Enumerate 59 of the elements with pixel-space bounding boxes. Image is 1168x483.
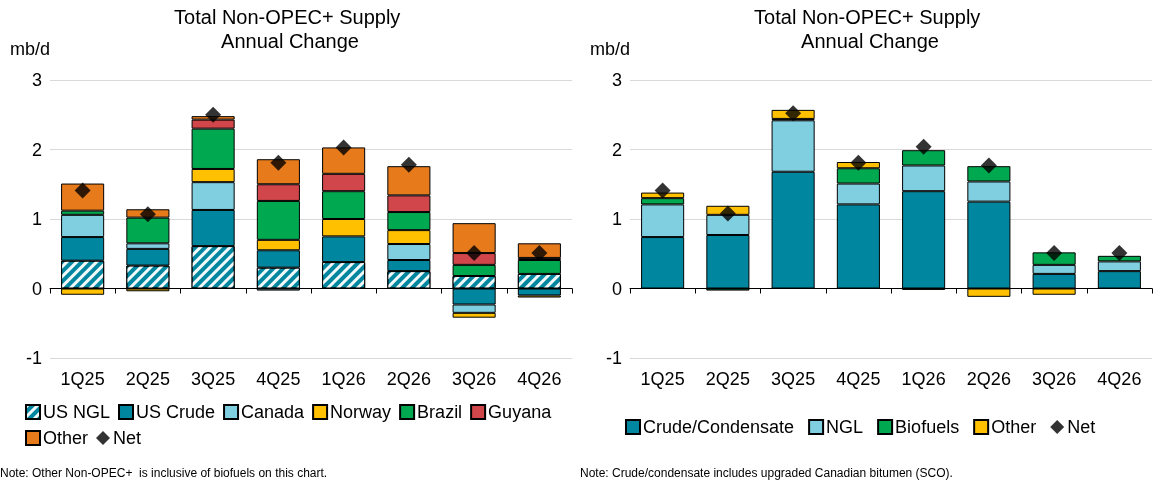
legend-label: US NGL bbox=[43, 402, 111, 422]
point bbox=[335, 139, 352, 156]
x-tick-label: 4Q25 bbox=[256, 369, 301, 389]
x-tick-label: 1Q26 bbox=[901, 369, 946, 389]
y-tick-label: 2 bbox=[611, 139, 622, 160]
point bbox=[785, 105, 802, 122]
x-tick-label: 1Q25 bbox=[60, 369, 105, 389]
x-tick-label: 3Q26 bbox=[452, 369, 497, 389]
y-tick-label: 3 bbox=[611, 70, 622, 90]
y-tick-label: 1 bbox=[611, 209, 622, 229]
x-tick-label: 3Q26 bbox=[1032, 369, 1077, 389]
x-tick-label: 3Q25 bbox=[771, 369, 816, 389]
x-tick-label: 2Q26 bbox=[386, 369, 431, 389]
x-tick-label: 4Q25 bbox=[836, 369, 881, 389]
y-tick-label: -1 bbox=[605, 348, 622, 368]
legend-label: Net bbox=[1067, 417, 1096, 437]
text: Note: Other Non-OPEC+ is inclusive of biofuels on this chart. bbox=[0, 466, 328, 480]
y-axis-title: mb/d bbox=[9, 39, 50, 59]
chart-title: Total Non-OPEC+ Supply Annual Change bbox=[754, 6, 986, 52]
legend-label: US Crude bbox=[136, 402, 216, 422]
legend-label: Other bbox=[43, 428, 89, 448]
text: Note: Crude/condensate includes upgraded Canadian bitumen (SCO). bbox=[580, 466, 953, 480]
legend-label: Guyana bbox=[488, 402, 553, 422]
point bbox=[205, 106, 222, 123]
x-tick-label: 4Q26 bbox=[1097, 369, 1142, 389]
legend-label: Brazil bbox=[417, 402, 463, 422]
x-tick-label: 4Q26 bbox=[517, 369, 562, 389]
y-tick-label: 0 bbox=[611, 278, 622, 299]
legend-label: Other bbox=[991, 417, 1037, 437]
point bbox=[850, 154, 867, 171]
legend-label: Crude/Condensate bbox=[643, 417, 795, 437]
x-tick-label: 2Q25 bbox=[125, 369, 170, 389]
x-tick-label: 2Q25 bbox=[705, 369, 750, 389]
legend-label: Net bbox=[113, 428, 142, 448]
point bbox=[400, 156, 417, 173]
point bbox=[719, 205, 736, 222]
y-tick-label: 1 bbox=[31, 209, 42, 229]
x-tick-label: 3Q25 bbox=[191, 369, 236, 389]
point bbox=[270, 154, 287, 171]
legend-label: Canada bbox=[241, 402, 306, 422]
point bbox=[1111, 245, 1128, 262]
chart-title: Total Non-OPEC+ Supply Annual Change bbox=[174, 6, 406, 52]
legend-label: Biofuels bbox=[895, 417, 960, 437]
y-tick-label: 2 bbox=[31, 139, 42, 160]
y-tick-label: 0 bbox=[31, 278, 42, 299]
y-axis-title: mb/d bbox=[589, 39, 630, 59]
point bbox=[915, 138, 932, 155]
point bbox=[139, 206, 156, 223]
x-tick-label: 2Q26 bbox=[966, 369, 1011, 389]
y-tick-label: -1 bbox=[25, 348, 42, 368]
point bbox=[1046, 245, 1063, 262]
point bbox=[654, 182, 671, 199]
x-tick-label: 1Q25 bbox=[640, 369, 685, 389]
point bbox=[980, 157, 997, 174]
legend-label: Norway bbox=[330, 402, 392, 422]
legend-label: NGL bbox=[826, 417, 864, 437]
y-tick-label: 3 bbox=[31, 70, 42, 90]
point bbox=[466, 245, 483, 262]
x-tick-label: 1Q26 bbox=[321, 369, 366, 389]
